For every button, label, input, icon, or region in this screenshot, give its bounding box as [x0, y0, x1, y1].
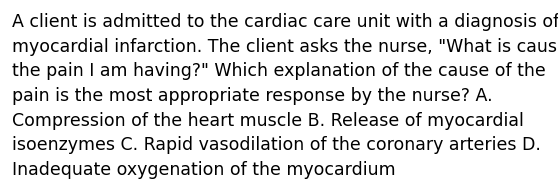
Text: isoenzymes C. Rapid vasodilation of the coronary arteries D.: isoenzymes C. Rapid vasodilation of the … — [12, 136, 541, 154]
Text: pain is the most appropriate response by the nurse? A.: pain is the most appropriate response by… — [12, 87, 493, 105]
Text: Inadequate oxygenation of the myocardium: Inadequate oxygenation of the myocardium — [12, 161, 396, 179]
Text: Compression of the heart muscle B. Release of myocardial: Compression of the heart muscle B. Relea… — [12, 112, 524, 130]
Text: A client is admitted to the cardiac care unit with a diagnosis of: A client is admitted to the cardiac care… — [12, 13, 558, 31]
Text: the pain I am having?" Which explanation of the cause of the: the pain I am having?" Which explanation… — [12, 62, 546, 80]
Text: myocardial infarction. The client asks the nurse, "What is causing: myocardial infarction. The client asks t… — [12, 38, 558, 56]
